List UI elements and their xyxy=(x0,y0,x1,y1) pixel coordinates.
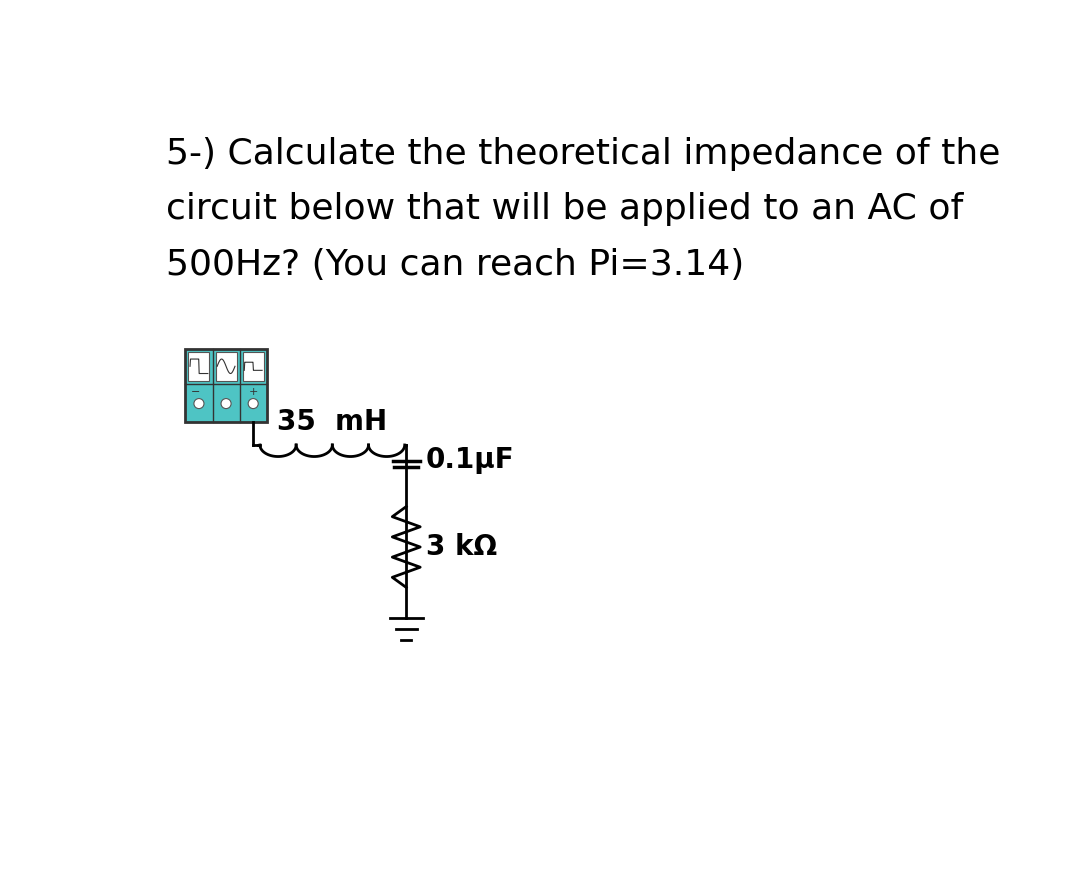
Bar xyxy=(186,349,267,422)
Circle shape xyxy=(248,399,258,409)
Circle shape xyxy=(194,399,204,409)
Bar xyxy=(243,351,264,381)
Text: 5-) Calculate the theoretical impedance of the: 5-) Calculate the theoretical impedance … xyxy=(166,137,1000,171)
Text: circuit below that will be applied to an AC of: circuit below that will be applied to an… xyxy=(166,193,963,227)
Text: −: − xyxy=(190,387,200,397)
Text: 500Hz? (You can reach Pi=3.14): 500Hz? (You can reach Pi=3.14) xyxy=(166,248,744,282)
Bar xyxy=(189,351,210,381)
Bar xyxy=(216,351,237,381)
Text: 35  mH: 35 mH xyxy=(278,408,388,436)
Text: 0.1μF: 0.1μF xyxy=(426,446,514,474)
Circle shape xyxy=(221,399,231,409)
Text: 3 kΩ: 3 kΩ xyxy=(426,533,497,561)
Text: +: + xyxy=(248,387,258,397)
